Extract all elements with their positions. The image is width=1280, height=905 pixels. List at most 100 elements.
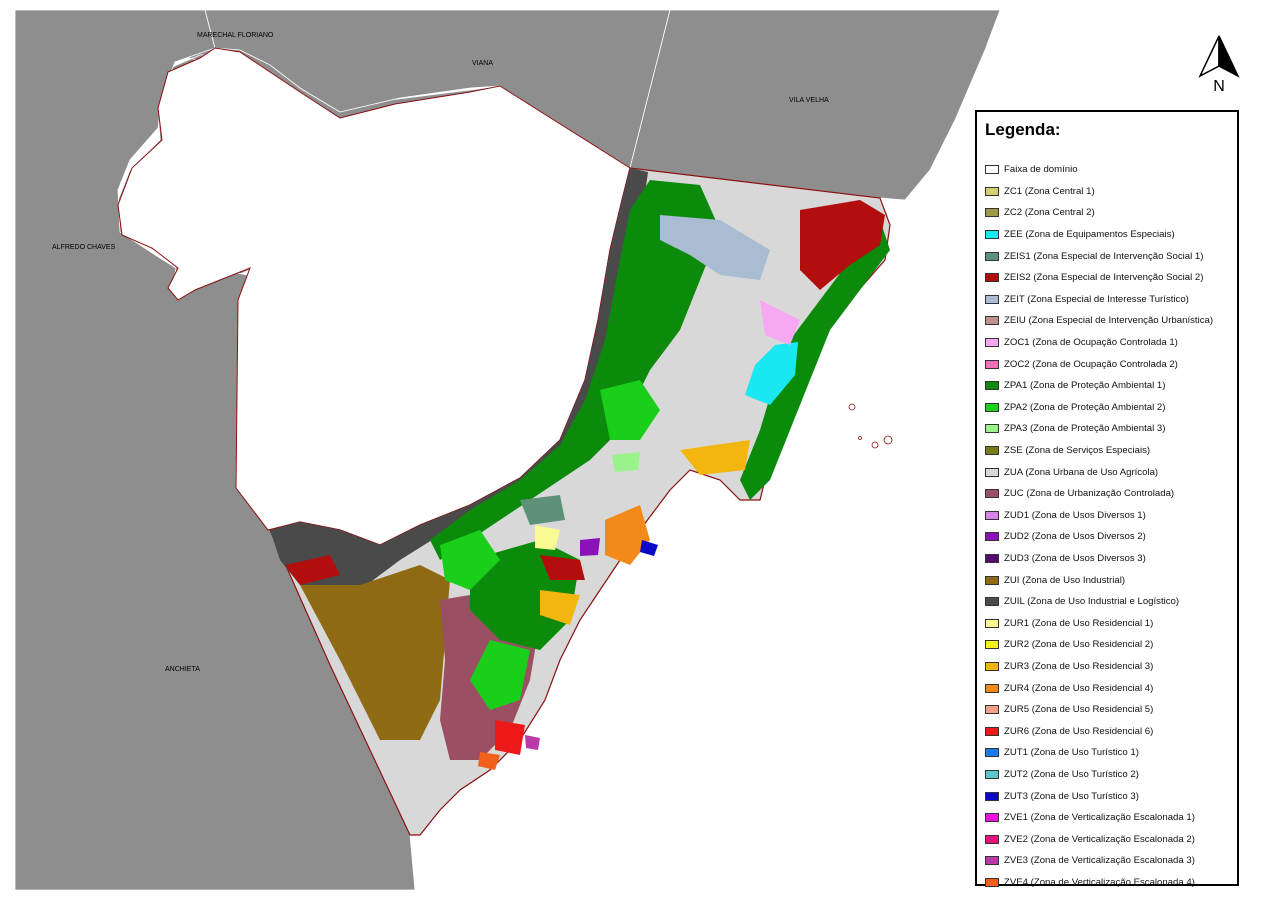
legend-label: ZVE4 (Zona de Verticalização Escalonada … bbox=[1004, 876, 1195, 888]
legend-item: ZUI (Zona de Uso Industrial) bbox=[985, 569, 1213, 591]
legend-label: ZUR1 (Zona de Uso Residencial 1) bbox=[1004, 617, 1154, 629]
legend-swatch bbox=[985, 877, 999, 887]
legend-swatch bbox=[985, 338, 999, 348]
legend-label: ZEE (Zona de Equipamentos Especiais) bbox=[1004, 229, 1175, 241]
legend-label: ZVE1 (Zona de Verticalização Escalonada … bbox=[1004, 812, 1195, 824]
legend-swatch bbox=[985, 640, 999, 650]
zone-zpa2-a bbox=[600, 380, 660, 440]
legend-swatch bbox=[985, 597, 999, 607]
legend-label: ZPA2 (Zona de Proteção Ambiental 2) bbox=[1004, 401, 1166, 413]
legend-swatch bbox=[985, 510, 999, 520]
legend-label: ZUD1 (Zona de Usos Diversos 1) bbox=[1004, 509, 1146, 521]
legend-item: ZVE4 (Zona de Verticalização Escalonada … bbox=[985, 872, 1213, 894]
legend-item: ZUA (Zona Urbana de Uso Agrícola) bbox=[985, 461, 1213, 483]
north-arrow-left bbox=[1198, 35, 1220, 78]
legend-label: ZUR5 (Zona de Uso Residencial 5) bbox=[1004, 704, 1154, 716]
legend-label: Faixa de domínio bbox=[1004, 164, 1078, 176]
legend-label: ZVE3 (Zona de Verticalização Escalonada … bbox=[1004, 855, 1195, 867]
legend-label: ZUT1 (Zona de Uso Turístico 1) bbox=[1004, 747, 1139, 759]
legend-item: ZC2 (Zona Central 2) bbox=[985, 202, 1213, 224]
zone-zur1 bbox=[535, 525, 560, 550]
label-viana: VIANA bbox=[472, 60, 493, 67]
label-anchieta: ANCHIETA bbox=[165, 666, 200, 673]
label-alfredo-chaves: ALFREDO CHAVES bbox=[52, 244, 116, 251]
north-arrow-right bbox=[1218, 35, 1240, 78]
legend-swatch bbox=[985, 856, 999, 866]
legend-item: ZEIS2 (Zona Especial de Intervenção Soci… bbox=[985, 267, 1213, 289]
zone-zpa1-coast bbox=[740, 220, 890, 500]
legend-item: ZEE (Zona de Equipamentos Especiais) bbox=[985, 224, 1213, 246]
legend-item: ZUR6 (Zona de Uso Residencial 6) bbox=[985, 720, 1213, 742]
label-vila-velha: VILA VELHA bbox=[789, 97, 829, 104]
label-marechal-floriano: MARECHAL FLORIANO bbox=[197, 32, 274, 39]
legend-item: ZUIL (Zona de Uso Industrial e Logístico… bbox=[985, 591, 1213, 613]
legend-swatch bbox=[985, 813, 999, 823]
legend-swatch bbox=[985, 553, 999, 563]
legend-item: ZC1 (Zona Central 1) bbox=[985, 181, 1213, 203]
legend-label: ZVE2 (Zona de Verticalização Escalonada … bbox=[1004, 833, 1195, 845]
legend-label: ZUIL (Zona de Uso Industrial e Logístico… bbox=[1004, 596, 1180, 608]
legend-swatch bbox=[985, 705, 999, 715]
legend-label: ZUT3 (Zona de Uso Turístico 3) bbox=[1004, 790, 1139, 802]
zone-zpa1-main bbox=[430, 180, 720, 560]
legend-swatch bbox=[985, 532, 999, 542]
study-area bbox=[269, 167, 891, 836]
zone-zpa3 bbox=[612, 452, 640, 472]
legend-item: ZUR3 (Zona de Uso Residencial 3) bbox=[985, 656, 1213, 678]
zone-zoc1 bbox=[760, 300, 800, 345]
legend-swatch bbox=[985, 294, 999, 304]
legend-swatch bbox=[985, 489, 999, 499]
legend-label: ZOC1 (Zona de Ocupação Controlada 1) bbox=[1004, 337, 1178, 349]
legend-swatch bbox=[985, 273, 999, 283]
legend-swatch bbox=[985, 748, 999, 758]
legend-item: ZUD3 (Zona de Usos Diversos 3) bbox=[985, 548, 1213, 570]
legend-item: ZUC (Zona de Urbanização Controlada) bbox=[985, 483, 1213, 505]
zone-zeit bbox=[660, 215, 770, 280]
legend-item: ZUD2 (Zona de Usos Diversos 2) bbox=[985, 526, 1213, 548]
legend-label: ZEIT (Zona Especial de Interesse Turísti… bbox=[1004, 293, 1189, 305]
legend-swatch bbox=[985, 186, 999, 196]
legend-swatch bbox=[985, 359, 999, 369]
legend-label: ZC1 (Zona Central 1) bbox=[1004, 185, 1095, 197]
legend-swatch bbox=[985, 575, 999, 585]
legend-label: ZPA1 (Zona de Proteção Ambiental 1) bbox=[1004, 380, 1166, 392]
zone-zpa2-b bbox=[440, 530, 500, 590]
legend-label: ZUD2 (Zona de Usos Diversos 2) bbox=[1004, 531, 1146, 543]
legend-label: ZUR2 (Zona de Uso Residencial 2) bbox=[1004, 639, 1154, 651]
legend-item: ZPA1 (Zona de Proteção Ambiental 1) bbox=[985, 375, 1213, 397]
legend-swatch bbox=[985, 446, 999, 456]
legend: Legenda: Faixa de domínio ZC1 (Zona Centr… bbox=[975, 110, 1239, 888]
legend-swatch bbox=[985, 683, 999, 693]
legend-swatch bbox=[985, 618, 999, 628]
legend-swatch bbox=[985, 208, 999, 218]
legend-title: Legenda: bbox=[985, 120, 1061, 139]
legend-swatch bbox=[985, 381, 999, 391]
legend-label: ZUA (Zona Urbana de Uso Agrícola) bbox=[1004, 466, 1159, 478]
legend-item: ZPA2 (Zona de Proteção Ambiental 2) bbox=[985, 397, 1213, 419]
legend-item: ZOC1 (Zona de Ocupação Controlada 1) bbox=[985, 332, 1213, 354]
legend-swatch bbox=[985, 316, 999, 326]
legend-item: ZEIS1 (Zona Especial de Intervenção Soci… bbox=[985, 245, 1213, 267]
zone-zve3 bbox=[525, 735, 540, 750]
zone-zur6 bbox=[495, 720, 525, 755]
legend-item: ZEIU (Zona Especial de Intervenção Urban… bbox=[985, 310, 1213, 332]
legend-item: ZOC2 (Zona de Ocupação Controlada 2) bbox=[985, 353, 1213, 375]
legend-label: ZPA3 (Zona de Proteção Ambiental 3) bbox=[1004, 423, 1166, 435]
legend-item: ZUT2 (Zona de Uso Turístico 2) bbox=[985, 764, 1213, 786]
legend-label: ZUC (Zona de Urbanização Controlada) bbox=[1004, 488, 1175, 500]
legend-swatch bbox=[985, 230, 999, 240]
zone-zve4 bbox=[478, 752, 500, 770]
zone-zpa2-c bbox=[470, 640, 530, 710]
legend-item: ZPA3 (Zona de Proteção Ambiental 3) bbox=[985, 418, 1213, 440]
zone-zeis2-b bbox=[285, 555, 340, 585]
legend-label: ZUI (Zona de Uso Industrial) bbox=[1004, 574, 1126, 586]
legend-item: ZUT3 (Zona de Uso Turístico 3) bbox=[985, 785, 1213, 807]
legend-label: ZEIU (Zona Especial de Intervenção Urban… bbox=[1004, 315, 1214, 327]
legend-label: ZUR4 (Zona de Uso Residencial 4) bbox=[1004, 682, 1154, 694]
legend-item: ZVE2 (Zona de Verticalização Escalonada … bbox=[985, 828, 1213, 850]
zone-zee bbox=[745, 342, 798, 405]
legend-item: Faixa de domínio bbox=[985, 159, 1213, 181]
legend-item: ZVE1 (Zona de Verticalização Escalonada … bbox=[985, 807, 1213, 829]
legend-item: ZUT1 (Zona de Uso Turístico 1) bbox=[985, 742, 1213, 764]
